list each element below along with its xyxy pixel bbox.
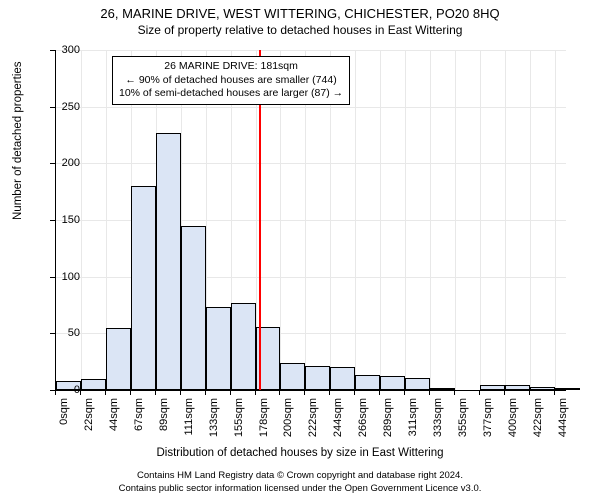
callout-box: 26 MARINE DRIVE: 181sqm ← 90% of detache…: [112, 56, 350, 105]
callout-line-2: ← 90% of detached houses are smaller (74…: [119, 74, 343, 88]
x-tick-label: 44sqm: [108, 398, 120, 443]
x-tick-label: 0sqm: [58, 398, 70, 443]
y-tick-label: 250: [50, 101, 80, 113]
histogram-bar: [156, 133, 181, 390]
x-tick-label: 400sqm: [507, 398, 519, 443]
x-tick-mark: [55, 390, 56, 395]
histogram-bar: [405, 378, 430, 390]
x-tick-mark: [80, 390, 81, 395]
x-tick-mark: [379, 390, 380, 395]
x-tick-label: 222sqm: [307, 398, 319, 443]
x-tick-mark: [130, 390, 131, 395]
chart-title: 26, MARINE DRIVE, WEST WITTERING, CHICHE…: [0, 0, 600, 21]
x-tick-mark: [255, 390, 256, 395]
histogram-bar: [430, 388, 455, 390]
x-tick-mark: [279, 390, 280, 395]
x-tick-label: 422sqm: [532, 398, 544, 443]
histogram-bar: [505, 385, 530, 390]
x-tick-label: 155sqm: [233, 398, 245, 443]
histogram-bar: [181, 226, 206, 390]
y-axis-label: Number of detached properties: [12, 61, 24, 220]
histogram-bar: [330, 367, 355, 390]
histogram-bar: [355, 375, 380, 390]
x-tick-mark: [429, 390, 430, 395]
y-tick-label: 50: [50, 327, 80, 339]
x-tick-mark: [230, 390, 231, 395]
x-tick-label: 355sqm: [457, 398, 469, 443]
histogram-bar: [206, 307, 231, 390]
y-tick-label: 100: [50, 271, 80, 283]
x-tick-label: 266sqm: [357, 398, 369, 443]
x-tick-mark: [304, 390, 305, 395]
gridline-h: [56, 163, 566, 164]
x-tick-label: 67sqm: [133, 398, 145, 443]
x-tick-label: 111sqm: [183, 398, 195, 443]
x-tick-mark: [479, 390, 480, 395]
y-tick-label: 150: [50, 214, 80, 226]
histogram-bar: [81, 379, 106, 390]
callout-line-3: 10% of semi-detached houses are larger (…: [119, 87, 343, 101]
x-tick-mark: [105, 390, 106, 395]
plot-area: 26 MARINE DRIVE: 181sqm ← 90% of detache…: [55, 50, 566, 391]
histogram-bar: [555, 388, 580, 390]
x-tick-label: 22sqm: [83, 398, 95, 443]
x-tick-label: 178sqm: [258, 398, 270, 443]
x-tick-label: 289sqm: [382, 398, 394, 443]
histogram-bar: [131, 186, 156, 390]
x-tick-mark: [205, 390, 206, 395]
histogram-bar: [480, 385, 505, 390]
chart-subtitle: Size of property relative to detached ho…: [0, 21, 600, 37]
gridline-h: [56, 50, 566, 51]
histogram-bar: [231, 303, 256, 390]
footer-line-1: Contains HM Land Registry data © Crown c…: [0, 470, 600, 481]
x-tick-mark: [529, 390, 530, 395]
callout-line-1: 26 MARINE DRIVE: 181sqm: [119, 60, 343, 74]
x-tick-label: 377sqm: [482, 398, 494, 443]
x-tick-label: 311sqm: [407, 398, 419, 443]
gridline-h: [56, 107, 566, 108]
x-tick-label: 244sqm: [332, 398, 344, 443]
histogram-bar: [530, 387, 555, 390]
x-tick-mark: [454, 390, 455, 395]
x-tick-mark: [404, 390, 405, 395]
histogram-bar: [280, 363, 305, 390]
x-tick-label: 200sqm: [282, 398, 294, 443]
footer-line-2: Contains public sector information licen…: [0, 483, 600, 494]
x-tick-mark: [329, 390, 330, 395]
x-tick-label: 133sqm: [208, 398, 220, 443]
y-tick-label: 200: [50, 157, 80, 169]
x-tick-mark: [155, 390, 156, 395]
x-tick-mark: [504, 390, 505, 395]
chart-container: 26, MARINE DRIVE, WEST WITTERING, CHICHE…: [0, 0, 600, 500]
x-tick-label: 89sqm: [158, 398, 170, 443]
x-tick-label: 444sqm: [557, 398, 569, 443]
histogram-bar: [305, 366, 330, 390]
x-tick-mark: [354, 390, 355, 395]
y-tick-label: 300: [50, 44, 80, 56]
histogram-bar: [106, 328, 131, 390]
x-tick-mark: [180, 390, 181, 395]
histogram-bar: [380, 376, 405, 390]
x-tick-mark: [554, 390, 555, 395]
x-axis-label: Distribution of detached houses by size …: [0, 447, 600, 459]
x-tick-label: 333sqm: [432, 398, 444, 443]
